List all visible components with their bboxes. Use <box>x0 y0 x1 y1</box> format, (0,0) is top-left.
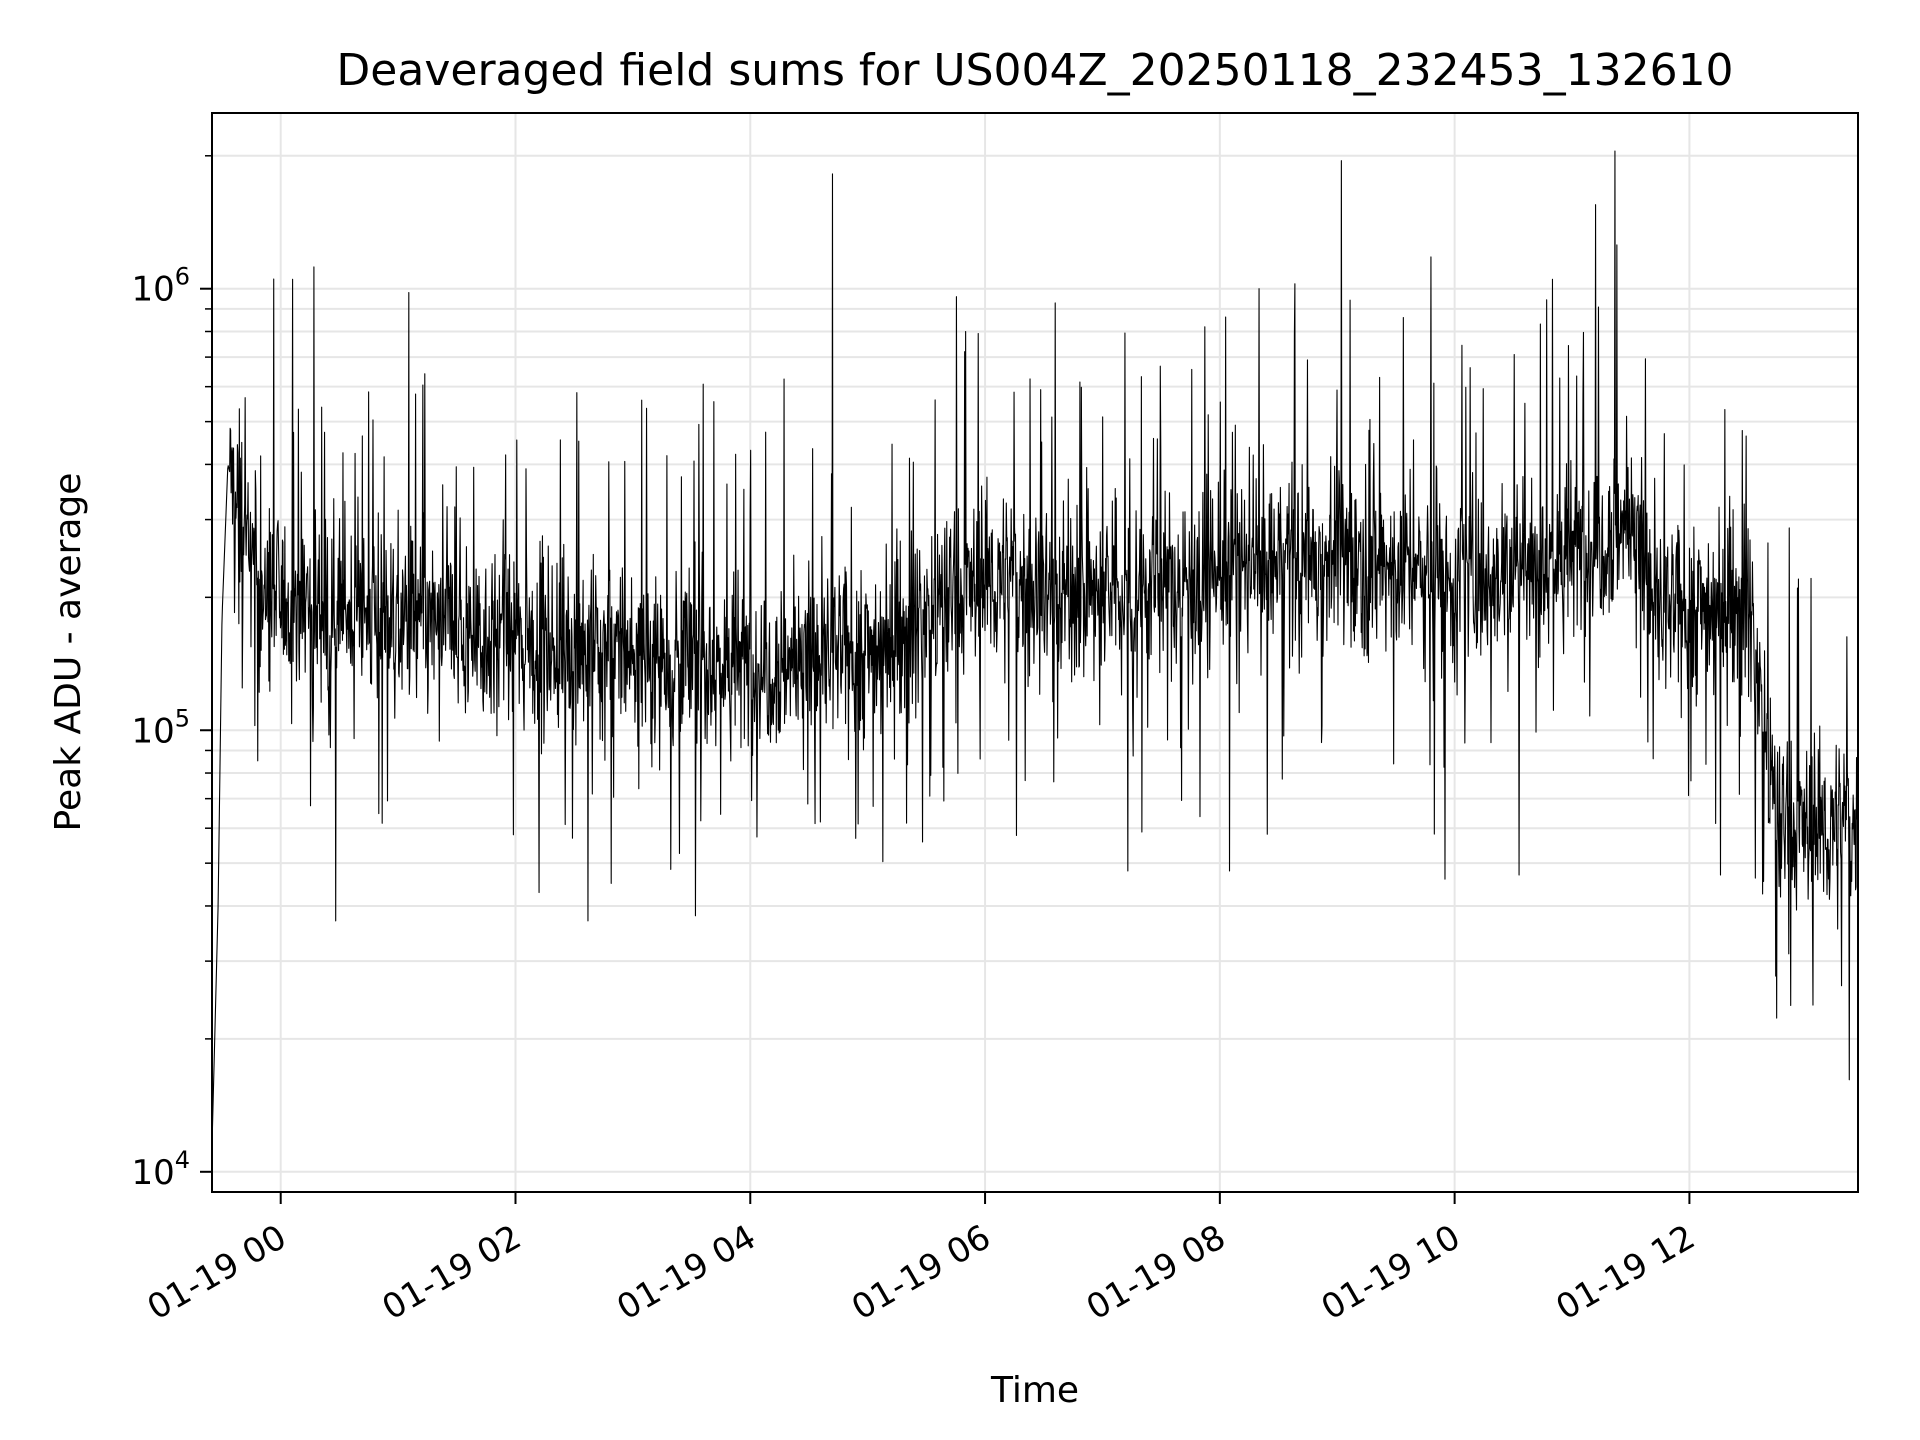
y-axis-label: Peak ADU - average <box>48 473 89 832</box>
x-axis-label: Time <box>990 1370 1079 1411</box>
series-line-path <box>211 150 1859 1137</box>
y-tick-label: 106 <box>131 263 190 310</box>
plot-frame <box>211 112 1859 1193</box>
chart-title: Deaveraged field sums for US004Z_2025011… <box>336 45 1733 96</box>
series-line <box>211 150 1859 1137</box>
y-axis: 104 105 106 <box>131 155 212 1193</box>
y-tick-label: 104 <box>131 1146 190 1193</box>
y-tick-label: 105 <box>131 704 190 751</box>
